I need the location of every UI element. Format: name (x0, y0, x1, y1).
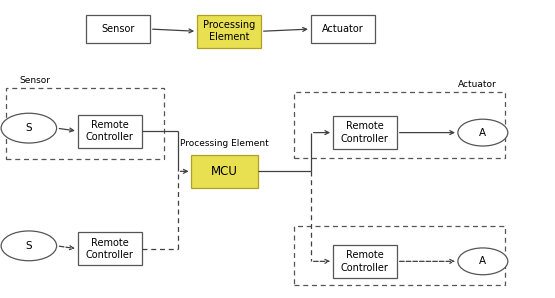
Bar (78, 115, 142, 148)
Text: S: S (26, 241, 32, 251)
Bar (86, 15, 150, 43)
Bar (78, 232, 142, 265)
Circle shape (458, 119, 508, 146)
Circle shape (1, 231, 57, 261)
Text: Actuator: Actuator (322, 24, 364, 34)
Text: MCU: MCU (211, 165, 238, 178)
Bar (197, 15, 261, 48)
Bar (333, 116, 397, 149)
Bar (294, 92, 505, 158)
Bar (311, 15, 375, 43)
Text: A: A (480, 128, 486, 138)
Bar (191, 155, 258, 188)
Text: A: A (480, 256, 486, 266)
Circle shape (458, 248, 508, 275)
Text: Processing Element: Processing Element (180, 139, 269, 148)
Text: Remote
Controller: Remote Controller (341, 121, 389, 144)
Text: S: S (26, 123, 32, 133)
Text: Remote
Controller: Remote Controller (85, 120, 134, 142)
Text: Actuator: Actuator (458, 80, 497, 89)
Text: Remote
Controller: Remote Controller (341, 250, 389, 273)
Bar (333, 245, 397, 278)
Text: Sensor: Sensor (101, 24, 135, 34)
Bar (294, 226, 505, 285)
Bar (6, 88, 164, 159)
Text: Sensor: Sensor (19, 76, 51, 85)
Text: Remote
Controller: Remote Controller (85, 238, 134, 260)
Text: Processing
Element: Processing Element (203, 20, 255, 43)
Circle shape (1, 113, 57, 143)
